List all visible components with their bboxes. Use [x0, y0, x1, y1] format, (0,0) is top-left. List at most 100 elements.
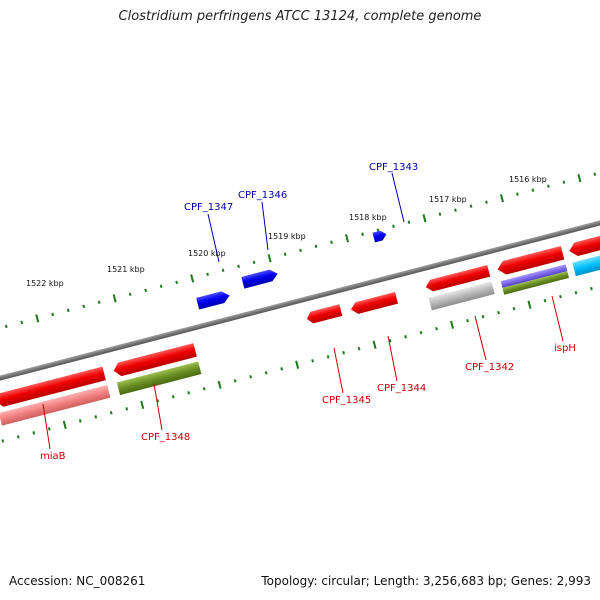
inner-tick [109, 411, 113, 415]
outer-tick [159, 284, 163, 289]
inner-tick-row [1, 286, 593, 443]
outer-tick [267, 254, 272, 263]
outer-tick [392, 224, 395, 228]
kbp-label: 1518 kbp [349, 213, 387, 222]
gene-cpf-1347[interactable] [196, 290, 231, 310]
inner-tick [497, 311, 500, 315]
outer-tick [144, 288, 148, 293]
leader-isph [551, 295, 564, 342]
inner-tick [62, 420, 67, 429]
label-cpf-1347[interactable]: CPF_1347 [184, 202, 233, 213]
inner-tick [171, 395, 175, 399]
inner-tick [527, 300, 532, 309]
inner-tick [125, 407, 129, 411]
outer-tick [4, 324, 8, 329]
inner-tick [16, 435, 20, 439]
outer-tick [407, 220, 411, 224]
leader-cpf-1342 [474, 315, 487, 361]
kbp-label: 1516 kbp [509, 175, 547, 184]
label-isph[interactable]: ispH [554, 343, 576, 354]
inner-tick [372, 340, 377, 349]
outer-tick [516, 192, 519, 196]
gene-cpf-1342[interactable] [424, 265, 491, 293]
outer-tick [438, 212, 442, 216]
outer-tick [314, 244, 318, 248]
inner-tick [450, 320, 455, 329]
gene-miab[interactable] [0, 366, 106, 409]
kbp-label: 1517 kbp [429, 195, 467, 204]
label-cpf-1346[interactable]: CPF_1346 [238, 190, 287, 201]
leader-cpf-1348 [153, 383, 163, 431]
label-cpf-1345[interactable]: CPF_1345 [322, 395, 371, 406]
gene-cpf-1348[interactable] [112, 343, 197, 378]
leader-cpf-1344 [387, 335, 398, 382]
gene-cpf-1345[interactable] [305, 304, 343, 324]
outer-tick [237, 264, 240, 269]
outer-tick [562, 180, 566, 184]
inner-tick [202, 387, 206, 391]
inner-tick [249, 375, 253, 379]
outer-tick [35, 314, 40, 323]
kbp-scale-labels: 1522 kbp 1521 kbp 1520 kbp 1519 kbp 1518… [26, 175, 547, 288]
leader-cpf-1343 [391, 172, 405, 223]
outer-tick [20, 320, 24, 325]
inner-tick [419, 331, 423, 335]
kbp-label: 1520 kbp [188, 249, 226, 258]
outer-tick [577, 174, 582, 183]
outer-tick [252, 260, 256, 264]
inner-tick [217, 380, 222, 389]
outer-tick [422, 214, 427, 223]
inner-tick [559, 294, 562, 299]
inner-tick [1, 439, 5, 443]
inner-tick [280, 367, 283, 371]
gene-right-edge[interactable] [568, 222, 600, 257]
inner-tick [326, 355, 330, 359]
kbp-label: 1519 kbp [268, 232, 306, 241]
outer-tick [66, 308, 70, 313]
accession-text: Accession: NC_008261 [9, 574, 146, 588]
track-cyan [572, 242, 600, 277]
label-cpf-1342[interactable]: CPF_1342 [465, 362, 514, 373]
outer-tick [221, 268, 225, 273]
inner-tick [590, 286, 593, 291]
gene-cpf-1346[interactable] [241, 268, 279, 289]
outer-tick [454, 208, 457, 212]
label-miab[interactable]: miaB [40, 451, 66, 462]
inner-tick [404, 335, 407, 339]
inner-tick [94, 415, 98, 419]
label-cpf-1343[interactable]: CPF_1343 [369, 162, 418, 173]
track-olive-isph [502, 271, 570, 295]
track-pink [0, 384, 111, 426]
genome-backbone [0, 197, 600, 394]
gene-labels: CPF_1347 CPF_1346 CPF_1343 CPF_1345 CPF_… [40, 162, 576, 462]
label-cpf-1348[interactable]: CPF_1348 [141, 432, 190, 443]
outer-tick [531, 188, 535, 192]
outer-tick [330, 240, 333, 244]
outer-tick [376, 228, 380, 232]
inner-tick [187, 391, 191, 395]
outer-tick [499, 194, 504, 203]
gene-cpf-1343[interactable] [372, 229, 387, 243]
genome-summary-text: Topology: circular; Length: 3,256,683 bp… [261, 574, 591, 588]
inner-tick [574, 290, 578, 295]
outer-tick [299, 248, 302, 252]
inner-tick [342, 351, 345, 355]
outer-tick [190, 274, 195, 283]
gene-isph[interactable] [496, 245, 565, 276]
outer-tick [112, 294, 117, 303]
outer-tick [469, 204, 473, 208]
outer-tick-row [4, 172, 597, 329]
kbp-label: 1522 kbp [26, 279, 64, 288]
label-leaders [42, 172, 564, 450]
leader-cpf-1345 [333, 347, 344, 394]
inner-tick [32, 431, 36, 435]
leader-miab [42, 403, 51, 450]
outer-tick [547, 184, 550, 188]
kbp-label: 1521 kbp [107, 265, 145, 274]
gene-cpf-1344[interactable] [350, 291, 399, 315]
outer-tick [97, 300, 101, 305]
outer-tick [51, 312, 55, 317]
inner-tick [512, 306, 516, 311]
label-cpf-1344[interactable]: CPF_1344 [377, 383, 426, 394]
